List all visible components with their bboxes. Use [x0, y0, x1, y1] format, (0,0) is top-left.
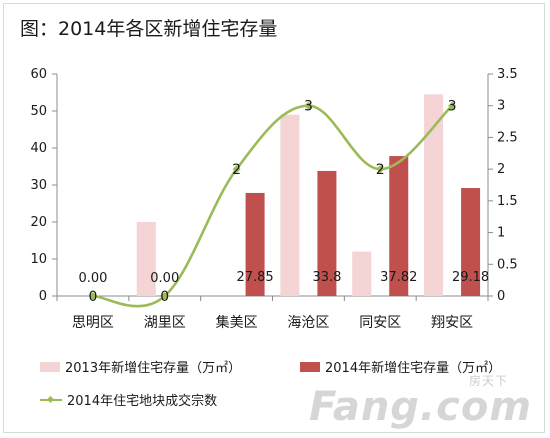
bar-2014 [461, 188, 481, 296]
legend-label-2013: 2013年新增住宅存量（万㎡） [65, 361, 242, 376]
left-tick-label: 0 [39, 289, 47, 304]
legend-item-2014: 2014年新增住宅存量（万㎡） [300, 357, 501, 376]
chart-title: 图：2014年各区新增住宅存量 [20, 18, 278, 40]
fang-watermark: 房天下 Fang.com [309, 374, 532, 430]
category-label: 翔安区 [431, 315, 473, 331]
right-tick-label: 3.5 [497, 67, 518, 82]
left-tick-label: 50 [30, 104, 47, 119]
right-tick-label: 0 [497, 289, 505, 304]
category-label: 集美区 [216, 314, 258, 331]
bar-2014 [389, 156, 409, 296]
data-label-2014: 33.8 [312, 270, 341, 285]
left-tick-label: 40 [30, 141, 47, 156]
legend-swatch-2013 [40, 361, 60, 372]
bar-2013 [352, 251, 372, 296]
deals-point [304, 101, 313, 110]
data-label-deals: 2 [376, 162, 385, 178]
bar-2014 [317, 170, 337, 296]
category-label: 思明区 [72, 315, 114, 331]
data-label-deals: 3 [448, 99, 457, 115]
data-label-deals: 3 [304, 99, 313, 115]
data-label-2014: 27.85 [236, 270, 273, 285]
legend-label-2014: 2014年新增住宅存量（万㎡） [325, 361, 502, 376]
right-tick-label: 1.5 [497, 194, 518, 209]
bar-2013 [424, 94, 444, 296]
legend-label-deals: 2014年住宅地块成交宗数 [67, 394, 218, 409]
right-tick-label: 0.5 [497, 257, 518, 272]
data-label-deals: 0 [160, 289, 169, 305]
left-tick-label: 20 [30, 215, 47, 230]
category-label: 湖里区 [144, 315, 186, 331]
right-tick-label: 2 [497, 162, 505, 177]
deals-point [232, 165, 241, 174]
data-label-2014: 37.82 [380, 270, 417, 285]
bar-2013 [280, 114, 300, 296]
deals-point [448, 101, 457, 110]
data-label-2014: 0.00 [150, 271, 179, 286]
data-label-2014: 29.18 [452, 270, 489, 285]
data-label-2014: 0.00 [78, 271, 107, 286]
category-label: 海沧区 [287, 314, 329, 331]
right-tick-label: 2.5 [497, 130, 518, 145]
bar-2014 [245, 192, 265, 296]
left-tick-label: 30 [30, 178, 47, 193]
right-tick-label: 1 [497, 226, 505, 241]
deals-point [88, 292, 97, 300]
deals-point [376, 165, 385, 174]
data-label-deals: 0 [88, 289, 97, 305]
left-tick-label: 60 [30, 67, 47, 82]
legend-item-2013: 2013年新增住宅存量（万㎡） [40, 357, 241, 376]
bar-2013 [136, 222, 156, 296]
right-tick-label: 3 [497, 99, 505, 114]
data-label-deals: 2 [232, 162, 241, 178]
watermark-sub: 房天下 [468, 374, 508, 388]
legend-swatch-2014 [300, 361, 320, 372]
left-tick-label: 10 [30, 252, 47, 267]
legend-swatch-deals [40, 398, 62, 401]
deals-point [160, 292, 169, 300]
watermark-text: Fang.com [309, 384, 532, 430]
legend-item-deals: 2014年住宅地块成交宗数 [40, 390, 217, 409]
chart-frame [3, 3, 545, 433]
category-label: 同安区 [359, 315, 401, 331]
